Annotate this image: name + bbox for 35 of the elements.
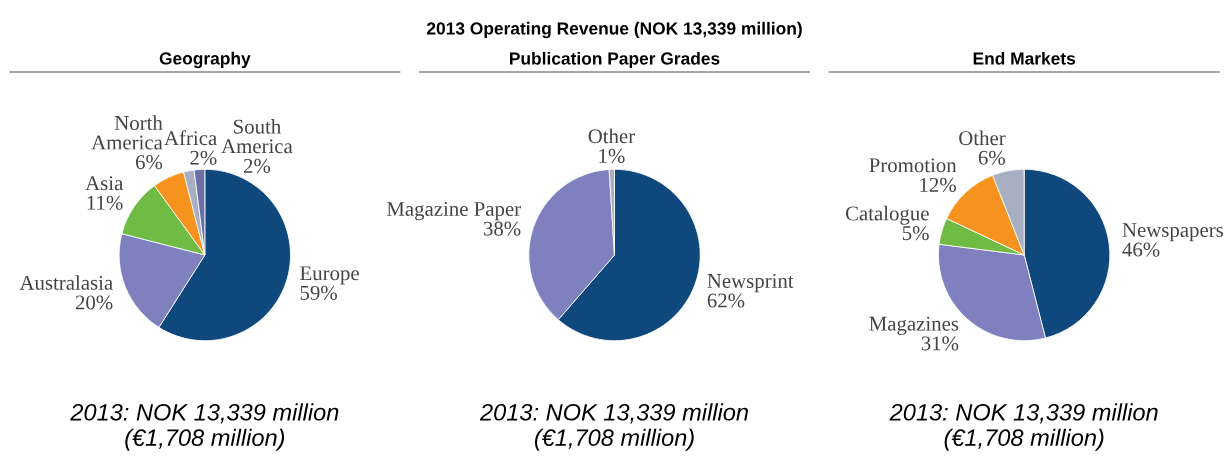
- data-label: 11%: [87, 195, 123, 210]
- data-label: 6%: [135, 155, 163, 170]
- data-label: 12%: [920, 177, 956, 192]
- slice-label: Europe: [300, 266, 359, 285]
- slice-label: Africa: [164, 130, 217, 146]
- text: 2013: NOK 13,339 million (€1,708 million): [479, 403, 748, 451]
- data-label: 62%: [707, 293, 745, 308]
- data-label: 2%: [243, 158, 271, 173]
- data-label: 1%: [599, 148, 625, 163]
- slice-label: North America: [91, 115, 163, 150]
- slice-label: Newsprint: [707, 273, 794, 293]
- slice-label: Newspapers: [1122, 223, 1224, 242]
- slice-label: Magazine Paper: [386, 201, 521, 221]
- data-label: 59%: [300, 285, 337, 300]
- slice-label: Australasia: [19, 275, 113, 290]
- chart-subtitle: Publication Paper Grades: [510, 51, 720, 69]
- data-label: 46%: [1122, 242, 1160, 257]
- chart-title: 2013 Operating Revenue (NOK 13,339 million): [426, 21, 802, 39]
- slice-label: Other: [588, 128, 635, 144]
- chart-subtitle: End Markets: [973, 51, 1076, 65]
- data-label: 20%: [75, 295, 113, 310]
- data-label: 2%: [190, 150, 217, 165]
- data-label: 31%: [921, 336, 959, 351]
- slice-label: Catalogue: [845, 205, 929, 225]
- slice-label: Promotion: [869, 158, 957, 173]
- text: 2013: NOK 13,339 million (€1,708 million): [70, 403, 339, 451]
- data-label: 5%: [902, 226, 929, 241]
- slice-label: Other: [959, 130, 1006, 146]
- slice-label: Asia: [85, 176, 124, 191]
- slice-label: South America: [221, 119, 293, 154]
- slice-label: Magazines: [869, 316, 959, 336]
- text: 2013: NOK 13,339 million (€1,708 million): [889, 403, 1158, 451]
- data-label: 6%: [978, 150, 1005, 165]
- chart-subtitle: Geography: [159, 51, 251, 69]
- data-label: 38%: [483, 221, 521, 236]
